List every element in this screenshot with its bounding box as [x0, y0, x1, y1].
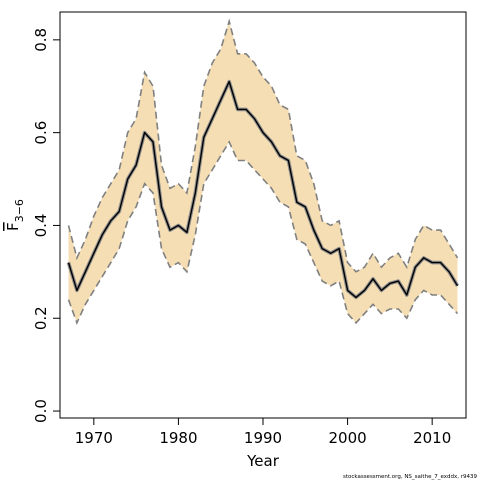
confidence-band: [68, 21, 458, 323]
estimate-line: [67, 80, 459, 299]
y-tick-label-0.0: 0.0: [32, 399, 50, 423]
x-tick-label-2010: 2010: [413, 429, 451, 447]
x-tick-label-1990: 1990: [244, 429, 282, 447]
y-tick-label-0.4: 0.4: [32, 214, 50, 238]
lower-bound-line: [67, 140, 459, 326]
y-axis-title: F3−6: [4, 199, 26, 231]
x-axis-title: Year: [246, 452, 280, 470]
y-tick-label-0.2: 0.2: [32, 306, 50, 330]
x-tick-label-1980: 1980: [159, 429, 197, 447]
footnote: stockassessment.org, NS_saithe_7_exddx, …: [343, 474, 478, 480]
x-tick-label-2000: 2000: [328, 429, 366, 447]
y-axis-title-main: F: [4, 222, 22, 231]
y-tick-label-0.6: 0.6: [32, 121, 50, 145]
x-tick-label-1970: 1970: [75, 429, 113, 447]
upper-bound-line: [67, 18, 459, 273]
y-axis: 0.0 0.2 0.4 0.6 0.8: [32, 28, 60, 423]
y-axis-title-subscript: 3−6: [13, 199, 26, 222]
x-axis: 1970 1980 1990 2000 2010: [75, 418, 451, 447]
plot-area: [66, 18, 460, 326]
y-tick-label-0.8: 0.8: [32, 28, 50, 52]
